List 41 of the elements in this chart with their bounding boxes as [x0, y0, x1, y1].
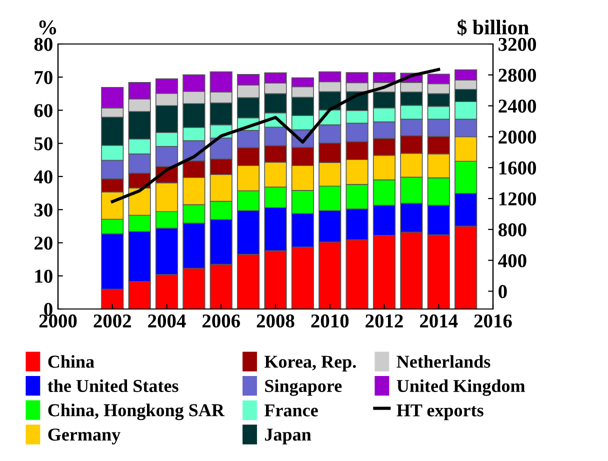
legend-label: China, Hongkong SAR: [48, 404, 225, 420]
legend-label: China: [48, 355, 94, 368]
y-tick-label: 60: [34, 104, 52, 118]
y-tick-label: 50: [34, 137, 52, 150]
y2-tick-label: 1200: [499, 192, 536, 206]
x-tick-label: 2004: [148, 314, 186, 328]
legend-label: Netherlands: [396, 355, 490, 368]
x-tick-label: 2012: [366, 314, 403, 328]
y-tick-label: 70: [34, 70, 52, 84]
y2-tick-label: 0: [498, 285, 507, 298]
x-tick-label: 2006: [202, 314, 240, 328]
y2-tick-label: 2800: [498, 68, 536, 82]
y2-tick-label: 1600: [499, 161, 536, 175]
legend-label: Japan: [265, 428, 312, 444]
y2-tick-label: 400: [498, 254, 526, 268]
y-tick-label: 10: [35, 270, 52, 283]
legend-label: the United States: [48, 379, 178, 392]
y2-tick-label: 800: [498, 223, 526, 236]
x-tick-label: 2010: [311, 314, 349, 328]
line-series: [110, 68, 440, 204]
y2-tick-label: 2000: [498, 130, 536, 144]
legend-label: Singapore: [265, 379, 342, 396]
y-tick-label: 0: [44, 302, 52, 316]
y2-tick-label: 2400: [498, 100, 536, 113]
y-tick-label: 30: [34, 203, 52, 217]
legend-label: Germany: [48, 428, 120, 444]
legend-label: Korea, Rep.: [264, 356, 356, 372]
y-tick-label: 20: [34, 236, 52, 250]
y-tick-label: 80: [34, 38, 52, 51]
y2-axis-title: $ billion: [458, 19, 529, 36]
x-tick-label: 2002: [94, 314, 131, 328]
legend-label: France: [264, 404, 318, 416]
y-tick-label: 40: [34, 170, 52, 184]
x-tick-label: 2008: [256, 314, 294, 328]
legend-label: United Kingdom: [396, 379, 525, 396]
y2-tick-label: 3200: [498, 38, 536, 51]
x-tick-label: 2014: [420, 314, 458, 328]
legend-label: HT exports: [396, 404, 484, 420]
y-axis-title: %: [39, 20, 56, 35]
x-tick-label: 2000: [39, 314, 77, 328]
x-tick-label: 2016: [474, 314, 512, 328]
